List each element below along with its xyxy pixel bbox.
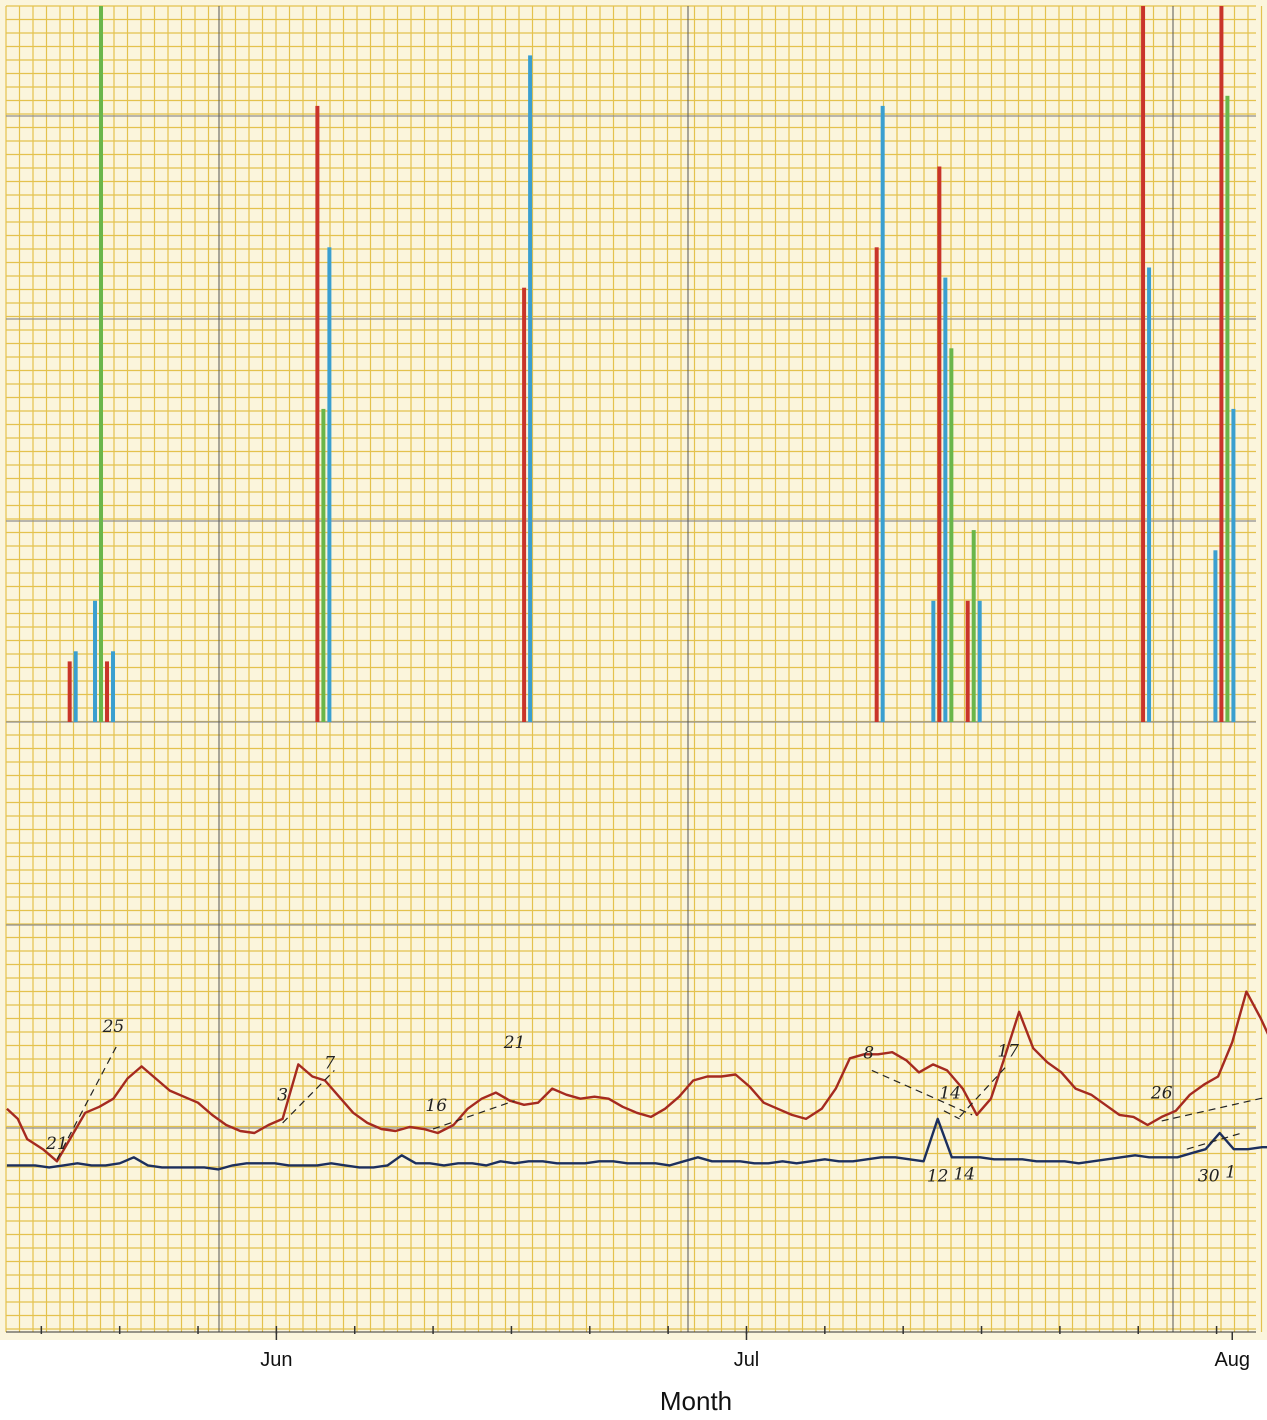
annotation-label: 8	[863, 1043, 874, 1063]
annotation-label: 21	[45, 1134, 68, 1154]
x-tick-label: Aug	[1214, 1349, 1250, 1371]
trend-dashed-line	[1186, 1132, 1242, 1150]
bar-red	[315, 105, 320, 722]
bar-red	[874, 247, 879, 723]
trend-dashed-line	[56, 1045, 118, 1160]
x-tick-label: Jul	[734, 1349, 760, 1371]
bar-red	[105, 661, 110, 722]
bar-chart	[67, 6, 1236, 723]
trend-dashed-line	[282, 1069, 335, 1124]
grid	[0, 0, 1267, 1340]
x-tick-label: Jun	[260, 1349, 292, 1371]
bar-blue	[1213, 550, 1218, 722]
annotation-label: 26	[1150, 1084, 1173, 1104]
annotation-label: 30	[1198, 1167, 1220, 1187]
bar-blue	[327, 247, 332, 723]
annotations: 2125371621814172631214301	[45, 1017, 1267, 1187]
bar-green	[1225, 95, 1230, 723]
annotation-label: 1	[1225, 1162, 1236, 1182]
annotation-label: 17	[997, 1041, 1019, 1061]
bar-blue	[111, 651, 116, 722]
trend-dashed-line	[1161, 1096, 1267, 1122]
bar-blue	[977, 600, 982, 722]
annotation-label: 25	[102, 1017, 125, 1037]
bar-blue	[73, 651, 78, 722]
bar-blue	[93, 600, 98, 722]
bar-red	[522, 287, 527, 722]
bar-green	[321, 408, 326, 722]
x-axis: Jun Jul Aug	[6, 1326, 1256, 1371]
trend-dashed-line	[432, 1100, 515, 1130]
series-line-line_red	[6, 990, 1267, 1163]
bar-green	[971, 530, 976, 722]
trend-dashed-line	[943, 1110, 960, 1120]
bar-red	[937, 166, 942, 722]
bar-blue	[880, 105, 885, 722]
annotation-label: 14	[953, 1165, 975, 1185]
paper-background	[0, 0, 1267, 1340]
bar-green	[99, 6, 104, 722]
annotation-label: 16	[425, 1096, 447, 1116]
trend-dashed-line	[871, 1069, 973, 1116]
bar-blue	[528, 55, 533, 722]
x-axis-title: Month	[660, 1386, 732, 1416]
bar-green	[949, 348, 954, 722]
bar-red	[67, 661, 72, 722]
annotation-label: 12	[927, 1167, 949, 1187]
bar-red	[1219, 6, 1224, 722]
bar-red	[1141, 6, 1146, 722]
annotation-label: 21	[503, 1033, 526, 1053]
bar-blue	[943, 277, 948, 722]
bar-red	[965, 600, 970, 722]
bar-blue	[1147, 267, 1152, 722]
annotation-label: 3	[277, 1086, 288, 1106]
series-line-line_navy	[6, 1117, 1267, 1171]
annotation-label: 14	[939, 1084, 961, 1104]
bar-blue	[931, 600, 936, 722]
bar-blue	[1231, 408, 1236, 722]
line-chart	[6, 990, 1267, 1171]
annotation-label: 7	[324, 1053, 335, 1073]
